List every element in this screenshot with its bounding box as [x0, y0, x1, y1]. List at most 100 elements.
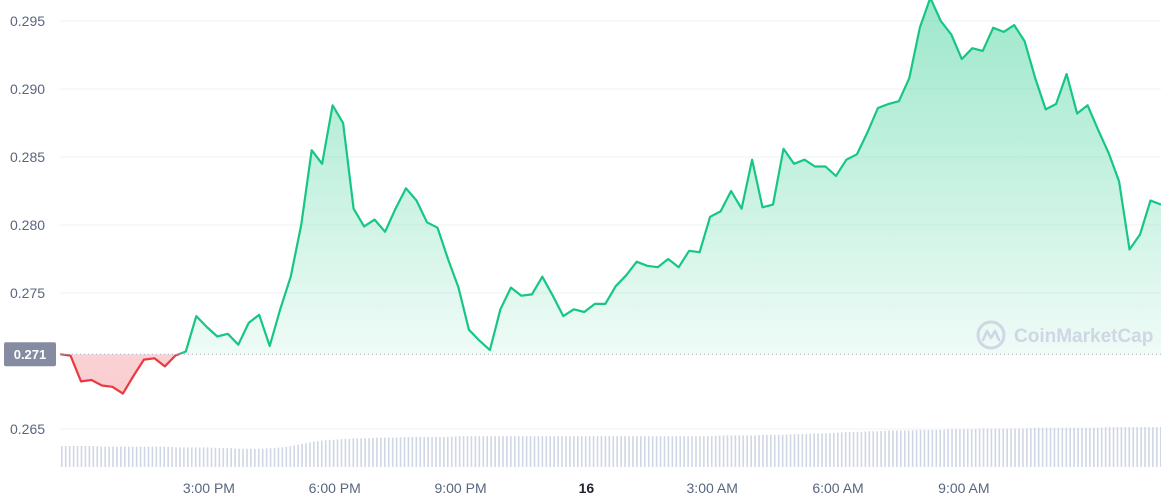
volume-bar: [1030, 428, 1032, 467]
volume-bar: [1132, 427, 1135, 467]
volume-bar: [580, 436, 583, 467]
volume-bar: [506, 436, 508, 467]
volume-bar: [372, 437, 374, 467]
volume-bar: [1116, 427, 1119, 467]
volume-bar: [935, 429, 938, 467]
volume-bar: [643, 436, 646, 467]
volume-bar: [1081, 427, 1083, 467]
volume-bar: [368, 438, 370, 467]
volume-bar: [939, 429, 942, 467]
volume-bar: [64, 446, 67, 467]
volume-bar: [391, 437, 394, 467]
volume-bar: [671, 436, 674, 467]
volume-bar: [194, 447, 197, 467]
volume-bar: [297, 444, 299, 467]
volume-bar: [482, 436, 485, 467]
volume-bar: [663, 436, 666, 467]
volume-bar: [746, 435, 748, 467]
volume-bar: [494, 436, 496, 467]
volume-bar: [836, 432, 839, 467]
volume-bar: [833, 432, 835, 467]
volume-bar: [809, 433, 812, 467]
volume-bar: [742, 435, 745, 467]
volume-bar: [100, 446, 102, 467]
volume-bar: [427, 436, 429, 467]
volume-bar: [289, 446, 292, 467]
volume-bar: [273, 447, 276, 467]
volume-bar: [699, 436, 701, 467]
volume-bar: [856, 431, 859, 467]
volume-bar: [466, 436, 469, 467]
volume-bar: [498, 436, 500, 467]
volume-bar: [1069, 427, 1072, 467]
volume-bar: [517, 436, 520, 467]
volume-bar: [447, 436, 449, 467]
volume-bar: [974, 428, 977, 467]
volume-bar: [817, 433, 819, 467]
volume-bar: [61, 446, 63, 467]
volume-bar: [198, 447, 201, 467]
volume-bar: [683, 436, 685, 467]
volume-bar: [127, 446, 130, 467]
volume-bar: [328, 439, 331, 467]
volume-bar: [320, 440, 323, 467]
price-area-up: [60, 0, 1161, 355]
volume-bar: [1089, 427, 1091, 467]
volume-bar: [261, 448, 264, 467]
volume-bar: [423, 436, 425, 467]
volume-bar: [190, 447, 193, 467]
volume-bar: [951, 429, 953, 467]
volume-bar: [167, 446, 169, 467]
volume-bar: [525, 436, 528, 467]
volume-bar: [730, 435, 733, 467]
volume-bar: [364, 438, 366, 467]
volume-bar: [651, 436, 654, 467]
open-price-badge: 0.271: [4, 342, 56, 367]
volume-bar: [584, 436, 587, 467]
volume-bar: [486, 436, 489, 467]
volume-bar: [529, 436, 532, 467]
volume-bar: [675, 436, 678, 467]
volume-bar: [277, 447, 280, 467]
volume-bar: [900, 430, 902, 467]
volume-bar: [521, 436, 524, 467]
volume-bar: [840, 432, 843, 467]
y-tick-label: 0.280: [10, 217, 45, 233]
volume-bar: [206, 447, 209, 467]
volume-bar: [738, 435, 741, 467]
price-area-down: [60, 354, 179, 394]
volume-bar: [1033, 427, 1036, 467]
volume-bar: [1010, 428, 1012, 467]
volume-bar: [210, 447, 213, 467]
volume-bar: [829, 433, 831, 467]
volume-bar: [770, 434, 772, 467]
x-axis: 3:00 PM 6:00 PM 9:00 PM 16 3:00 AM 6:00 AM 9:0…: [183, 480, 990, 496]
volume-bar: [202, 447, 205, 467]
y-tick-label: 0.295: [10, 13, 45, 29]
volume-bar: [927, 429, 930, 467]
volume-bar: [214, 447, 217, 467]
volume-bar: [896, 430, 898, 467]
volume-bar: [892, 430, 894, 467]
volume-bar: [541, 436, 544, 467]
volume-bar: [805, 434, 808, 467]
volume-bar: [332, 439, 335, 467]
volume-bar: [687, 436, 689, 467]
volume-bar: [569, 436, 571, 467]
volume-bar: [360, 438, 362, 467]
volume-bar: [888, 430, 890, 467]
volume-bar: [439, 436, 441, 467]
volume-bar: [754, 435, 756, 467]
volume-bar: [773, 434, 776, 467]
x-tick-label: 9:00 PM: [434, 480, 486, 496]
volume-bar: [1128, 427, 1131, 467]
volume-bar: [620, 436, 622, 467]
x-tick-label: 6:00 PM: [309, 480, 361, 496]
volume-bar: [1108, 427, 1111, 467]
volume-bar: [860, 431, 863, 467]
volume-bar: [96, 446, 99, 467]
volume-bar: [313, 441, 315, 467]
volume-bar: [659, 436, 662, 467]
volume-bar: [1156, 427, 1158, 467]
